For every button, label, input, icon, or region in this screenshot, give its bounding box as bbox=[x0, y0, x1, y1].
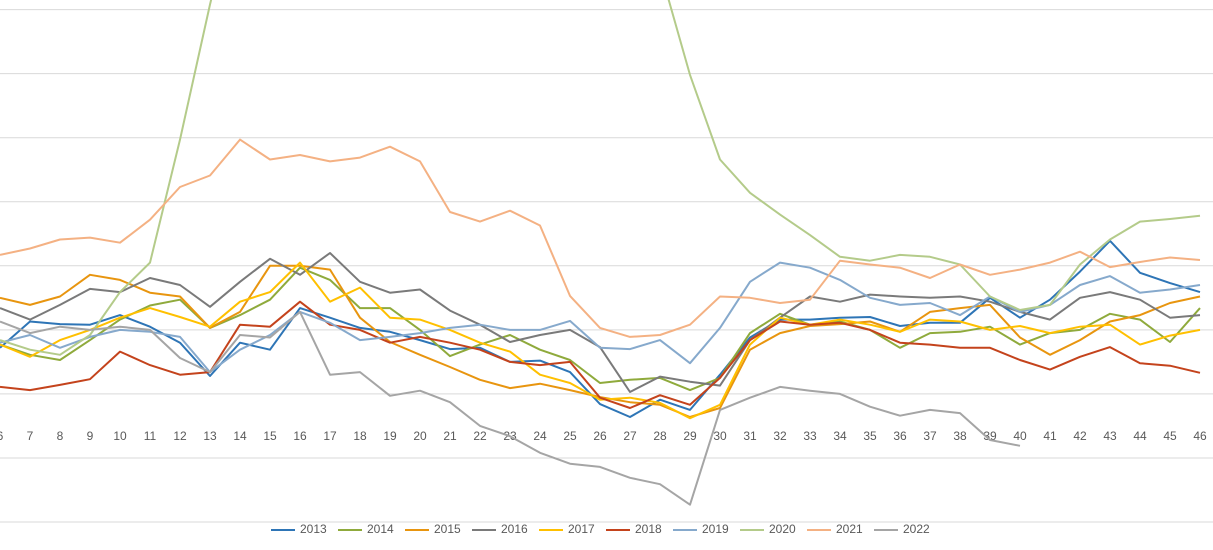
x-tick-label: 35 bbox=[863, 429, 877, 443]
legend-label: 2018 bbox=[635, 522, 662, 536]
x-tick-label: 27 bbox=[623, 429, 637, 443]
x-tick-label: 38 bbox=[953, 429, 967, 443]
x-tick-label: 22 bbox=[473, 429, 487, 443]
x-tick-label: 25 bbox=[563, 429, 577, 443]
legend-label: 2016 bbox=[501, 522, 528, 536]
x-tick-label: 46 bbox=[1193, 429, 1207, 443]
x-tick-label: 31 bbox=[743, 429, 757, 443]
legend-label: 2013 bbox=[300, 522, 327, 536]
legend-label: 2019 bbox=[702, 522, 729, 536]
x-tick-label: 13 bbox=[203, 429, 217, 443]
x-tick-label: 41 bbox=[1043, 429, 1057, 443]
x-tick-label: 40 bbox=[1013, 429, 1027, 443]
x-tick-label: 14 bbox=[233, 429, 247, 443]
x-tick-label: 20 bbox=[413, 429, 427, 443]
series-line bbox=[0, 310, 1021, 506]
x-tick-label: 28 bbox=[653, 429, 667, 443]
x-tick-label: 36 bbox=[893, 429, 907, 443]
x-tick-label: 8 bbox=[57, 429, 64, 443]
x-tick-label: 44 bbox=[1133, 429, 1147, 443]
x-tick-label: 19 bbox=[383, 429, 397, 443]
x-tick-label: 34 bbox=[833, 429, 847, 443]
x-tick-label: 32 bbox=[773, 429, 787, 443]
x-tick-label: 45 bbox=[1163, 429, 1177, 443]
x-tick-label: 7 bbox=[27, 429, 34, 443]
x-tick-label: 42 bbox=[1073, 429, 1087, 443]
series-line bbox=[0, 138, 1201, 338]
x-tick-label: 21 bbox=[443, 429, 457, 443]
x-tick-label: 26 bbox=[593, 429, 607, 443]
x-tick-label: 10 bbox=[113, 429, 127, 443]
x-tick-label: 6 bbox=[0, 429, 4, 443]
x-tick-label: 39 bbox=[983, 429, 997, 443]
x-tick-label: 30 bbox=[713, 429, 727, 443]
legend-label: 2017 bbox=[568, 522, 595, 536]
x-tick-label: 11 bbox=[144, 429, 157, 443]
x-tick-label: 18 bbox=[353, 429, 367, 443]
x-tick-label: 43 bbox=[1103, 429, 1117, 443]
legend-label: 2015 bbox=[434, 522, 461, 536]
series-line bbox=[0, 261, 1201, 420]
series-line bbox=[0, 0, 1201, 356]
x-tick-label: 17 bbox=[323, 429, 337, 443]
x-tick-label: 15 bbox=[263, 429, 277, 443]
series-line bbox=[0, 252, 1201, 393]
x-tick-label: 24 bbox=[533, 429, 547, 443]
legend-label: 2022 bbox=[903, 522, 930, 536]
x-tick-label: 29 bbox=[683, 429, 697, 443]
x-tick-label: 37 bbox=[923, 429, 937, 443]
legend-label: 2020 bbox=[769, 522, 796, 536]
legend-label: 2021 bbox=[836, 522, 863, 536]
x-tick-label: 33 bbox=[803, 429, 817, 443]
x-tick-label: 9 bbox=[87, 429, 94, 443]
x-tick-label: 16 bbox=[293, 429, 307, 443]
x-tick-label: 12 bbox=[173, 429, 187, 443]
legend-label: 2014 bbox=[367, 522, 394, 536]
series-line bbox=[0, 300, 1201, 409]
